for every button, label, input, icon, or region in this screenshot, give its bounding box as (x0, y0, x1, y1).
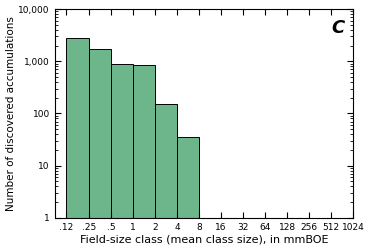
Y-axis label: Number of discovered accumulations: Number of discovered accumulations (6, 16, 16, 211)
Bar (133, 65, 155, 250)
Bar (111, 64, 133, 250)
Bar (89, 49, 111, 250)
Text: C: C (331, 20, 344, 38)
Bar (65, 38, 89, 250)
X-axis label: Field-size class (mean class size), in mmBOE: Field-size class (mean class size), in m… (80, 234, 328, 244)
Bar (177, 137, 199, 250)
Bar (155, 104, 177, 250)
